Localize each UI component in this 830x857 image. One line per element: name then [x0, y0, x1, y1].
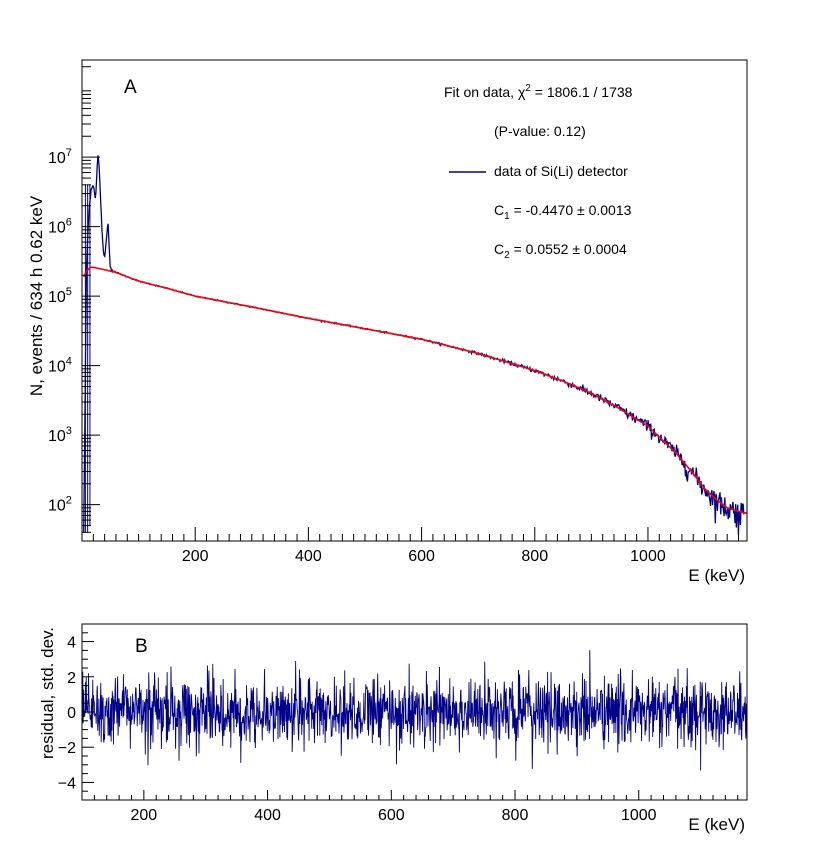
- legend: Fit on data, χ2 = 1806.1 / 1738 (P-value…: [444, 83, 633, 261]
- legend-c1: C1 = -0.4470 ± 0.0013: [494, 202, 632, 222]
- legend-chi-symbol: χ: [518, 84, 526, 100]
- legend-fit-prefix: Fit on data,: [444, 84, 518, 100]
- panel-a-x-tick-label: 600: [408, 548, 435, 565]
- data-series-line: [83, 155, 745, 535]
- panel-b-x-tick-label: 400: [254, 807, 281, 824]
- legend-chi-value: = 1806.1 / 1738: [531, 84, 633, 100]
- residual-series-line: [81, 650, 748, 771]
- panel-a-y-axis-title: N, events / 634 h 0.62 keV: [27, 195, 46, 396]
- panel-b-y-tick-label: 0: [67, 705, 76, 722]
- panel-a-x-tick-label: 800: [521, 548, 548, 565]
- panel-b-y-axis: −4 −2 0 2 4: [58, 623, 94, 801]
- panel-a-x-axis: 200 400 600 800 1000: [92, 527, 740, 565]
- panel-b-y-tick-label: −2: [58, 740, 76, 757]
- legend-pvalue: (P-value: 0.12): [494, 123, 586, 139]
- panel-b-x-axis: 200 400 600 800 1000: [93, 790, 739, 824]
- panel-b-plot-area: [81, 650, 748, 771]
- panel-b-x-tick-label: 1000: [621, 807, 657, 824]
- fit-curve-line: [82, 266, 748, 515]
- panel-a-y-tick-label: 107: [48, 147, 72, 167]
- panel-a-x-tick-label: 200: [182, 548, 209, 565]
- panel-b: 200 400 600 800 1000 −4 −2 0 2 4 B E (keV) resid…: [38, 623, 748, 834]
- panel-b-x-tick-label: 800: [502, 807, 529, 824]
- panel-a-plot-area: [82, 155, 748, 535]
- legend-fit-text: Fit on data, χ2 = 1806.1 / 1738: [444, 83, 633, 100]
- panel-a-frame: [81, 59, 748, 542]
- panel-b-x-tick-label: 200: [131, 807, 158, 824]
- panel-b-label: B: [135, 636, 148, 657]
- panel-a-y-tick-label: 102: [48, 495, 72, 515]
- panel-a-x-tick-label: 400: [295, 548, 322, 565]
- panel-a-x-axis-title: E (keV): [688, 566, 745, 585]
- legend-c1-letter: C: [494, 202, 504, 218]
- panel-a-y-tick-label: 103: [48, 425, 72, 445]
- panel-b-y-tick-label: 4: [67, 635, 76, 652]
- legend-c1-sub: 1: [504, 211, 510, 222]
- legend-data-entry: data of Si(Li) detector: [494, 163, 628, 179]
- legend-c2-sub: 2: [504, 250, 510, 261]
- panel-b-y-tick-label: 2: [67, 670, 76, 687]
- panel-a-y-axis: 102 103 104 105 106 107: [48, 66, 100, 542]
- legend-c1-value: = -0.4470 ± 0.0013: [510, 202, 632, 218]
- panel-b-y-tick-label: −4: [58, 775, 76, 792]
- panel-a-y-tick-label: 105: [48, 286, 72, 306]
- legend-c2-value: = 0.0552 ± 0.0004: [510, 241, 627, 257]
- legend-c2-letter: C: [494, 241, 504, 257]
- legend-chi-sup: 2: [525, 83, 531, 94]
- legend-c2: C2 = 0.0552 ± 0.0004: [494, 241, 627, 261]
- panel-a-y-tick-label: 106: [48, 217, 72, 237]
- panel-a-label: A: [124, 77, 137, 98]
- panel-a-x-tick-label: 1000: [630, 548, 666, 565]
- panel-a-y-tick-label: 104: [48, 356, 72, 376]
- panel-b-x-tick-label: 600: [378, 807, 405, 824]
- panel-b-x-axis-title: E (keV): [688, 815, 745, 834]
- panel-a: 200 400 600 800 1000 102 103 104 105 106 107 A E …: [27, 59, 748, 585]
- panel-b-y-axis-title: residual, std. dev.: [38, 627, 57, 759]
